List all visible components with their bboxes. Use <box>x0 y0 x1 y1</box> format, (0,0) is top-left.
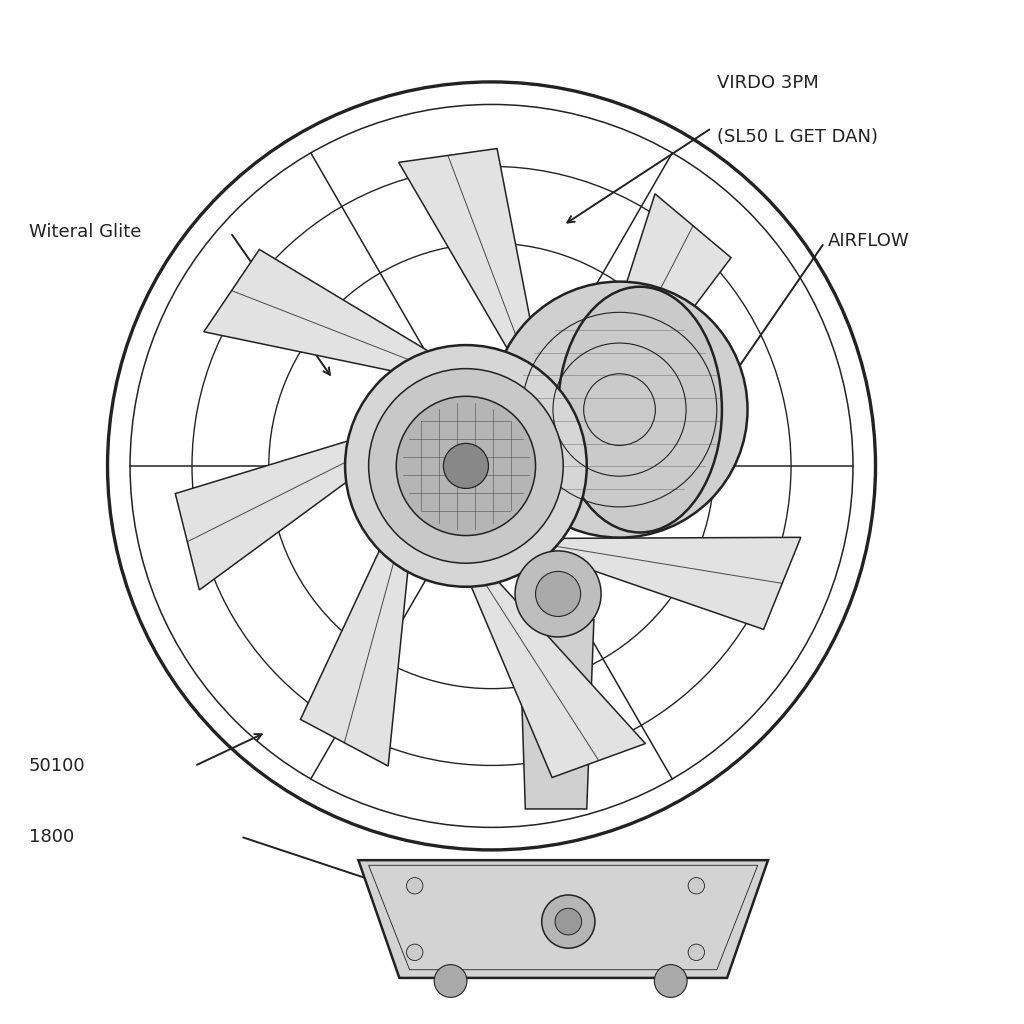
Circle shape <box>407 878 423 894</box>
Text: VIRDO 3PM: VIRDO 3PM <box>717 74 818 92</box>
Text: (SL50 L GET DAN): (SL50 L GET DAN) <box>717 128 878 146</box>
Text: 1800: 1800 <box>29 827 74 846</box>
Text: 50100: 50100 <box>29 757 85 775</box>
Text: Witeral Glite: Witeral Glite <box>29 223 141 242</box>
Circle shape <box>536 571 581 616</box>
Polygon shape <box>358 860 768 978</box>
Circle shape <box>443 443 488 488</box>
Circle shape <box>492 282 748 538</box>
Polygon shape <box>204 250 458 380</box>
Polygon shape <box>175 426 397 590</box>
Polygon shape <box>462 564 645 777</box>
Polygon shape <box>398 148 541 377</box>
Circle shape <box>654 965 687 997</box>
Circle shape <box>345 345 587 587</box>
Circle shape <box>688 944 705 961</box>
Circle shape <box>407 944 423 961</box>
Polygon shape <box>545 538 801 630</box>
Circle shape <box>434 965 467 997</box>
Polygon shape <box>519 620 594 809</box>
Circle shape <box>688 878 705 894</box>
Text: AIRFLOW: AIRFLOW <box>827 231 909 250</box>
Polygon shape <box>583 194 731 443</box>
Circle shape <box>369 369 563 563</box>
Circle shape <box>515 551 601 637</box>
Circle shape <box>542 895 595 948</box>
Ellipse shape <box>558 287 722 532</box>
Circle shape <box>396 396 536 536</box>
Circle shape <box>555 908 582 935</box>
Polygon shape <box>300 509 412 766</box>
